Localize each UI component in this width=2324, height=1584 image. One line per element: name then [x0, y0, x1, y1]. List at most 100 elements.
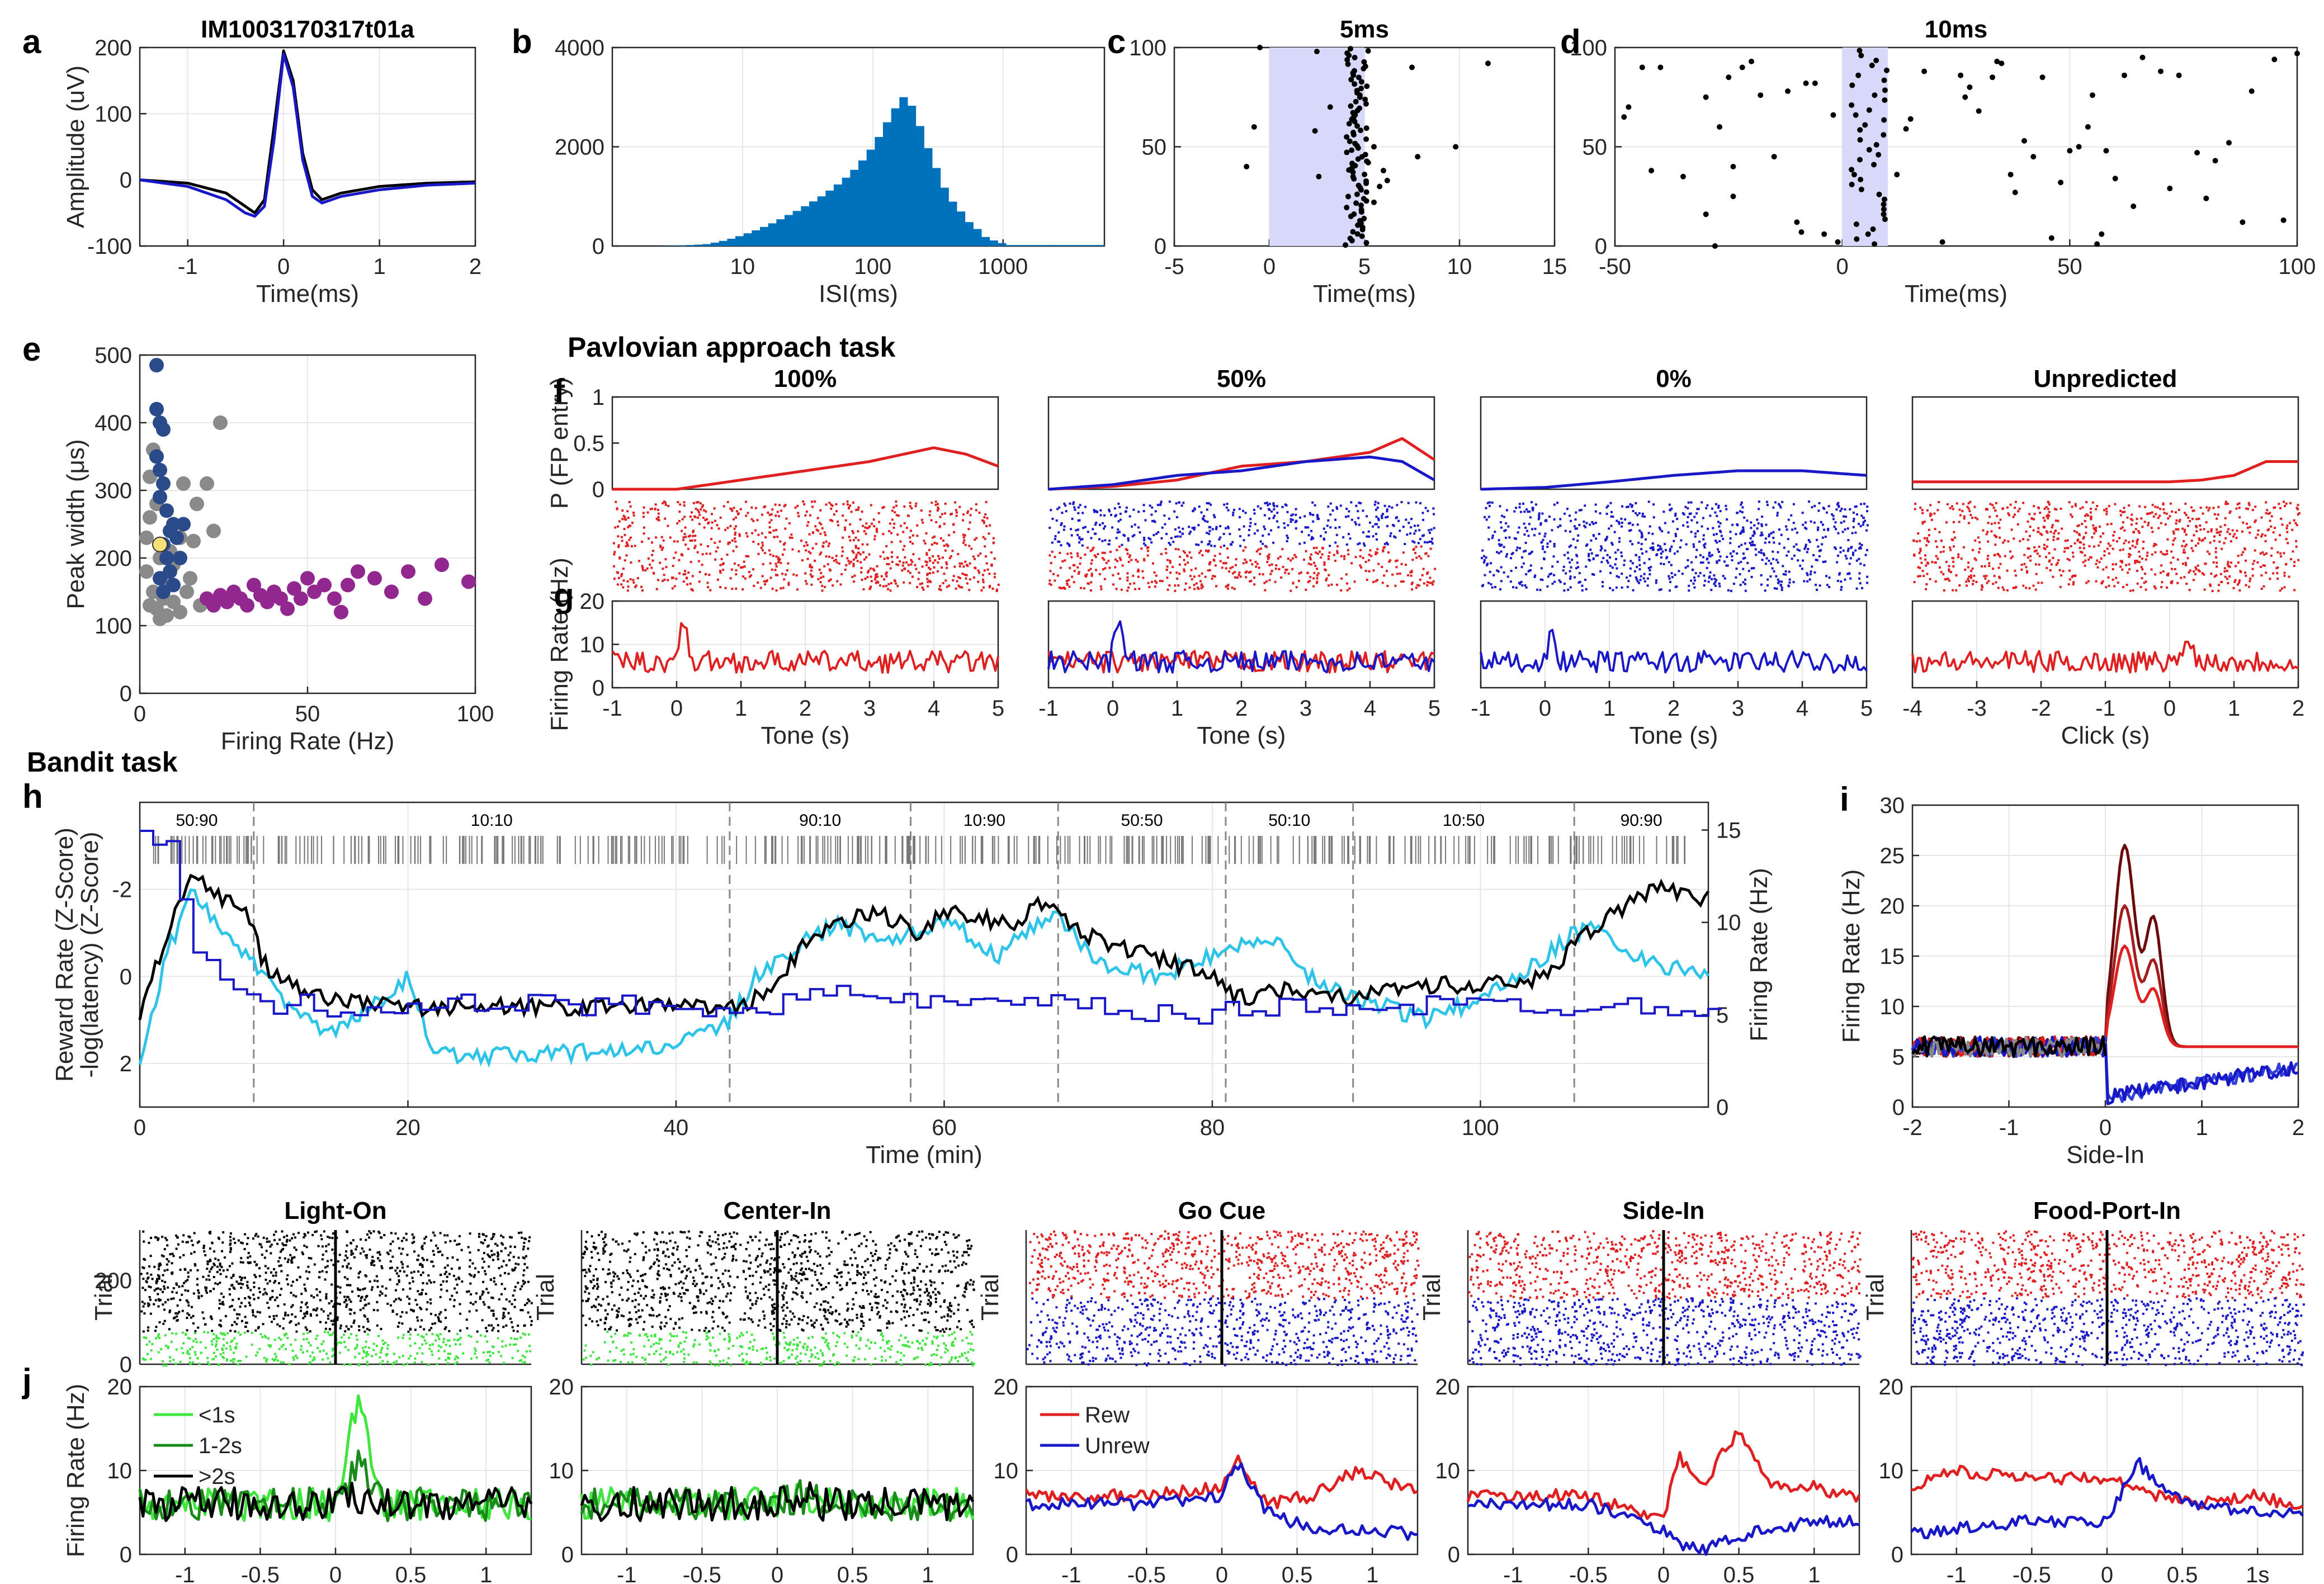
raster-tick: [667, 579, 669, 581]
raster-tick: [2022, 584, 2025, 587]
raster-tick: [842, 503, 845, 505]
raster-tick: [873, 538, 876, 541]
raster-tick: [2170, 561, 2172, 564]
raster-tick: [143, 1266, 145, 1269]
raster-tick: [2249, 577, 2252, 580]
y-tick-label: 10: [1880, 995, 1905, 1019]
raster-tick: [1716, 561, 1718, 564]
raster-tick: [819, 553, 821, 556]
raster-tick: [1699, 571, 1702, 574]
raster-tick: [1760, 551, 1763, 554]
raster-tick: [2029, 555, 2032, 557]
raster-tick: [1823, 507, 1826, 510]
raster-tick: [2053, 548, 2056, 551]
raster-tick: [2256, 533, 2259, 536]
raster-tick: [1513, 537, 1516, 540]
spike-dot: [1364, 158, 1370, 164]
raster-tick: [1355, 523, 1358, 526]
spike-dot: [2158, 68, 2164, 74]
raster-tick: [1249, 525, 1251, 528]
x-tick-label: 2: [1668, 696, 1680, 721]
raster-tick: [1163, 514, 1166, 517]
raster-tick: [2079, 541, 2081, 543]
raster-tick: [853, 580, 856, 583]
raster-tick: [623, 533, 626, 536]
raster-tick: [1414, 552, 1416, 555]
raster-tick: [1102, 568, 1104, 571]
raster-tick: [393, 1300, 395, 1303]
raster-tick: [780, 587, 782, 590]
raster-tick: [778, 504, 781, 507]
raster-tick: [1307, 580, 1310, 583]
raster-tick: [764, 583, 767, 586]
raster-tick: [1538, 532, 1541, 535]
spike-dot: [1347, 46, 1353, 52]
raster-tick: [1119, 512, 1122, 515]
x-tick-label: -3: [1967, 696, 1987, 721]
spike-dot: [1358, 86, 1364, 92]
raster-tick: [1063, 502, 1066, 505]
raster-tick: [2074, 503, 2077, 505]
raster-tick: [2249, 580, 2251, 583]
raster-tick: [1840, 580, 1843, 583]
raster-tick: [1772, 550, 1774, 553]
raster-tick: [2278, 503, 2280, 505]
raster-tick: [1615, 557, 1618, 560]
raster-tick: [1711, 578, 1713, 580]
raster-tick: [1617, 576, 1620, 579]
raster-tick: [1848, 573, 1851, 575]
raster-tick: [2066, 539, 2069, 542]
raster-tick: [783, 542, 786, 545]
raster-tick: [1090, 589, 1093, 592]
raster-tick: [625, 545, 627, 547]
raster-tick: [1298, 572, 1301, 575]
raster-tick: [1692, 569, 1694, 571]
raster-tick: [1505, 522, 1508, 524]
raster-tick: [1576, 561, 1579, 564]
raster-tick: [1576, 539, 1579, 542]
spike-dot: [1362, 96, 1368, 102]
raster-tick: [1214, 564, 1217, 567]
raster-tick: [708, 574, 711, 576]
raster-tick: [1556, 502, 1559, 504]
raster-tick: [1846, 573, 1849, 575]
raster-tick: [775, 555, 778, 558]
raster-tick: [1855, 559, 1858, 562]
raster-tick: [1584, 526, 1587, 528]
raster-tick: [229, 1306, 232, 1308]
raster-tick: [1581, 589, 1584, 592]
raster-tick: [2038, 545, 2040, 548]
raster-tick: [1081, 538, 1084, 541]
raster-tick: [1410, 518, 1413, 521]
raster-tick: [417, 1270, 420, 1273]
raster-tick: [1722, 575, 1725, 578]
spike-dot: [2058, 179, 2064, 186]
raster-tick: [1994, 554, 1996, 556]
raster-tick: [1175, 516, 1178, 518]
raster-tick: [2116, 540, 2119, 543]
raster-tick: [282, 1361, 285, 1364]
raster-tick: [2147, 522, 2150, 524]
raster-tick: [200, 1351, 202, 1354]
raster-tick: [1313, 561, 1316, 564]
raster-tick: [1105, 561, 1108, 564]
raster-tick: [370, 1232, 372, 1235]
raster-tick: [1095, 569, 1098, 571]
spike-dot: [1858, 177, 1864, 183]
raster-tick: [421, 1352, 424, 1355]
raster-tick: [1079, 538, 1082, 541]
raster-tick: [2238, 581, 2241, 584]
raster-tick: [2199, 507, 2202, 509]
raster-tick: [1310, 538, 1313, 541]
raster-tick: [937, 508, 940, 510]
raster-tick: [1215, 526, 1218, 528]
raster-tick: [1492, 574, 1495, 576]
raster-tick: [1718, 525, 1721, 528]
spike-dot: [1939, 239, 1945, 245]
raster-tick: [1411, 581, 1414, 584]
raster-tick: [1808, 500, 1811, 503]
raster-tick: [1804, 527, 1807, 529]
raster-tick: [1845, 557, 1848, 560]
raster-tick: [206, 1263, 209, 1265]
raster-tick: [436, 1363, 438, 1365]
